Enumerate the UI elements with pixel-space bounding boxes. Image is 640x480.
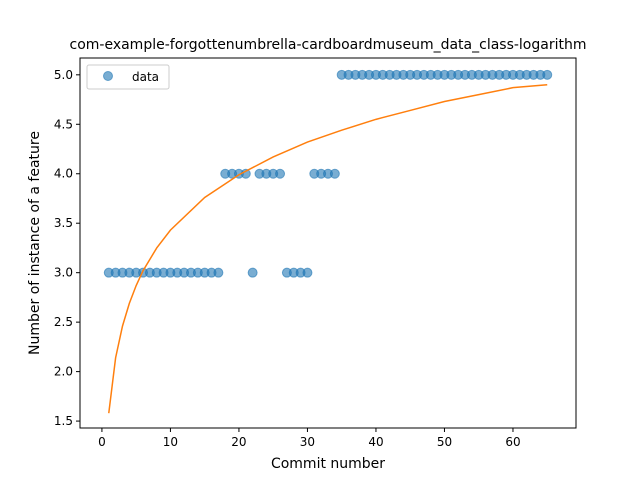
y-tick-label: 5.0 <box>54 68 73 82</box>
plot-area <box>103 69 553 414</box>
data-point <box>329 168 340 179</box>
data-point <box>542 69 553 80</box>
x-tick-label: 10 <box>163 435 178 449</box>
data-point <box>275 168 286 179</box>
data-point <box>302 267 313 278</box>
x-tick-label: 30 <box>300 435 315 449</box>
legend-box <box>86 64 170 90</box>
x-axis: 0 10 20 30 40 50 60 <box>98 428 521 449</box>
legend-marker-data <box>103 71 113 81</box>
x-tick-label: 0 <box>98 435 106 449</box>
data-point <box>247 267 258 278</box>
x-axis-label: Commit number <box>271 456 385 472</box>
y-tick-label: 3.0 <box>54 266 73 280</box>
axes-frame <box>79 57 577 429</box>
legend: data <box>86 64 170 90</box>
y-tick-label: 4.5 <box>54 117 73 131</box>
x-tick-label: 20 <box>231 435 246 449</box>
x-tick-label: 60 <box>505 435 520 449</box>
x-tick-label: 40 <box>368 435 383 449</box>
chart-title: com-example-forgottenumbrella-cardboardm… <box>70 37 587 53</box>
y-tick-label: 3.5 <box>54 216 73 230</box>
y-tick-label: 2.5 <box>54 315 73 329</box>
y-axis: 1.5 2.0 2.5 3.0 3.5 4.0 4.5 5.0 <box>54 68 80 428</box>
data-point <box>213 267 224 278</box>
y-tick-label: 2.0 <box>54 365 73 379</box>
fit-line <box>108 83 548 414</box>
x-tick-label: 50 <box>437 435 452 449</box>
y-axis-label: Number of instance of a feature <box>27 131 43 355</box>
y-tick-label: 1.5 <box>54 414 73 428</box>
legend-label-data: data <box>132 70 159 84</box>
y-tick-label: 4.0 <box>54 167 73 181</box>
